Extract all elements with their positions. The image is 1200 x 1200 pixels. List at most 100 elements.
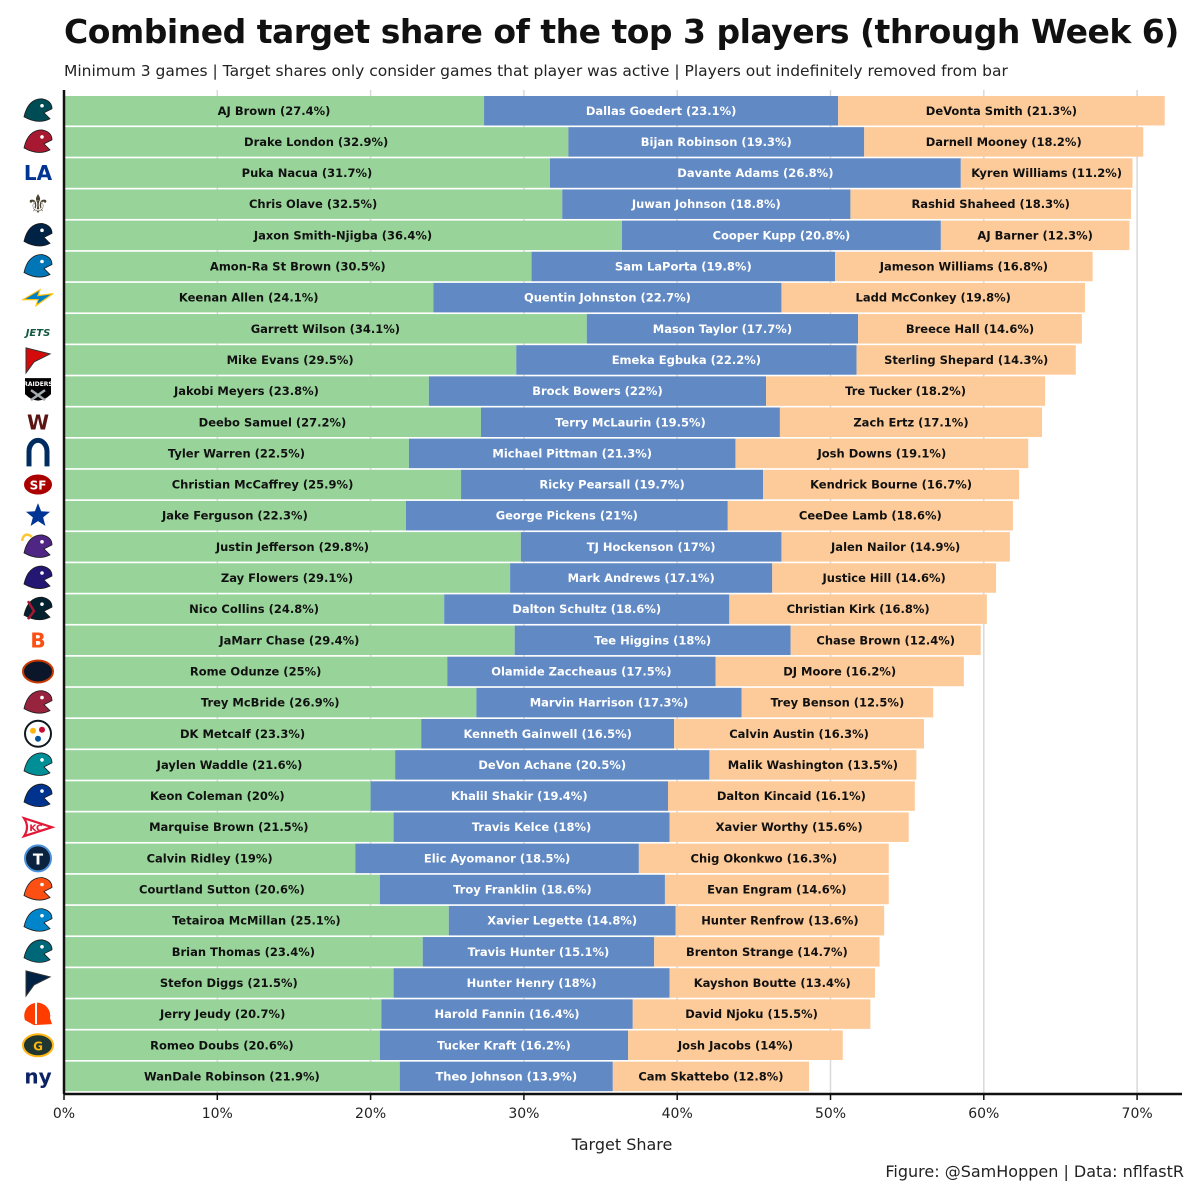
bar-row-hou: Nico Collins (24.8%) Dalton Schultz (18.6…	[64, 594, 987, 624]
bar-row-car: Tetairoa McMillan (25.1%) Xavier Legette …	[64, 905, 885, 936]
bar-row-sea: Jaxon Smith-Njigba (36.4%) Cooper Kupp (2…	[64, 220, 1130, 251]
segment-label: Kendrick Bourne (16.7%)	[810, 478, 972, 492]
segment-label: Jaylen Waddle (21.6%)	[156, 758, 303, 772]
bar-row-ne: Stefon Diggs (21.5%) Hunter Henry (18%) Ka…	[64, 968, 875, 998]
axes: 0% 10% 20% 30% 40% 50% 60% 70%	[53, 90, 1182, 1122]
nyj-logo-icon: JETS	[24, 328, 51, 339]
bar-segment	[612, 1061, 810, 1092]
segment-label: Dallas Goedert (23.1%)	[586, 104, 737, 118]
segment-label: Darnell Mooney (18.2%)	[926, 135, 1082, 149]
bar-row-nyg: WanDale Robinson (21.9%) Theo Johnson (13…	[64, 1061, 810, 1092]
bar-segment	[727, 500, 1013, 531]
segment-label: Dalton Kincaid (16.1%)	[717, 789, 866, 803]
segment-label: Jake Ferguson (22.3%)	[161, 509, 308, 523]
segment-label: Brenton Strange (14.7%)	[686, 945, 848, 959]
segment-label: Courtland Sutton (20.6%)	[139, 883, 305, 897]
bar-segment	[64, 999, 382, 1029]
svg-text:LA: LA	[24, 161, 53, 185]
segment-label: Zay Flowers (29.1%)	[221, 571, 353, 585]
bar-row-la: Puka Nacua (31.7%) Davante Adams (26.8%) K…	[64, 158, 1133, 188]
bar-segment	[461, 469, 764, 500]
bar-segment	[422, 937, 655, 967]
bar-row-cle: Jerry Jeudy (20.7%) Harold Fannin (16.4%)…	[64, 999, 871, 1029]
bar-segment	[64, 376, 429, 406]
segment-label: Quentin Johnston (22.7%)	[524, 291, 691, 305]
segment-label: Kenneth Gainwell (16.5%)	[463, 727, 631, 741]
bar-row-nyj: Garrett Wilson (34.1%) Mason Taylor (17.7…	[64, 314, 1082, 344]
bar-segment	[64, 469, 462, 500]
segment-label: Trey McBride (26.9%)	[201, 696, 340, 710]
segment-label: Marquise Brown (21.5%)	[149, 820, 308, 834]
bar-segment	[835, 251, 1093, 282]
segment-label: Mason Taylor (17.7%)	[653, 322, 792, 336]
bar-segment	[64, 1061, 400, 1092]
bar-segment	[632, 999, 871, 1029]
bar-row-was: Deebo Samuel (27.2%) Terry McLaurin (19.5…	[64, 407, 1043, 437]
x-tick-label: 30%	[508, 1106, 539, 1122]
segment-label: Evan Engram (14.6%)	[707, 883, 846, 897]
chart-title: Combined target share of the top 3 playe…	[64, 12, 1179, 51]
bar-segment	[428, 376, 767, 406]
hou-logo-icon	[23, 596, 53, 621]
segment-label: Travis Hunter (15.1%)	[468, 945, 610, 959]
segment-label: Sam LaPorta (19.8%)	[615, 260, 752, 274]
bar-segment	[393, 812, 670, 842]
segment-label: Malik Washington (13.5%)	[728, 758, 898, 772]
ari-logo-icon	[23, 690, 53, 714]
bar-row-den: Courtland Sutton (20.6%) Troy Franklin (1…	[64, 874, 889, 905]
segment-label: Tetairoa McMillan (25.1%)	[172, 914, 341, 928]
svg-text:B: B	[30, 628, 45, 652]
segment-label: Kayshon Boutte (13.4%)	[694, 976, 851, 990]
bar-segment	[781, 532, 1010, 562]
bar-row-buf: Keon Coleman (20%) Khalil Shakir (19.4%) D…	[64, 781, 915, 811]
bar-segment	[370, 781, 669, 811]
bar-segment	[510, 563, 773, 593]
bal-logo-icon	[23, 565, 53, 589]
la-logo-icon: LA	[24, 161, 53, 185]
bar-segment	[64, 158, 550, 188]
bar-segment	[715, 656, 964, 687]
bar-segment	[858, 314, 1082, 344]
bar-segment	[960, 158, 1133, 188]
bar-row-cin: JaMarr Chase (29.4%) Tee Higgins (18%) Cha…	[64, 625, 981, 656]
bar-segment	[850, 189, 1131, 219]
bar-segment	[64, 220, 623, 251]
svg-text:RAIDERS: RAIDERS	[23, 381, 53, 388]
bar-row-ten: Calvin Ridley (19%) Elic Ayomanor (18.5%)…	[64, 843, 889, 874]
min-logo-icon	[20, 533, 53, 558]
segment-label: Kyren Williams (11.2%)	[971, 166, 1122, 180]
x-tick-label: 60%	[968, 1106, 999, 1122]
segment-label: Michael Pittman (21.3%)	[492, 446, 652, 460]
segment-label: Drake London (32.9%)	[244, 135, 388, 149]
bar-row-tb: Mike Evans (29.5%) Emeka Egbuka (22.2%) St…	[64, 345, 1076, 375]
svg-text:ny: ny	[24, 1064, 51, 1088]
bar-segment	[674, 719, 925, 749]
bar-row-no: Chris Olave (32.5%) Juwan Johnson (18.8%)…	[64, 189, 1131, 219]
phi-logo-icon	[23, 98, 53, 122]
bar-segment	[444, 594, 730, 624]
segment-label: Marvin Harrison (17.3%)	[530, 696, 689, 710]
bar-row-min: Justin Jefferson (29.8%) TJ Hockenson (17…	[64, 532, 1010, 562]
svg-text:W: W	[27, 410, 49, 434]
bar-segment	[64, 1030, 380, 1060]
segment-label: Ladd McConkey (19.8%)	[856, 291, 1011, 305]
x-tick-label: 10%	[202, 1106, 233, 1122]
segment-label: Jerry Jeudy (20.7%)	[159, 1007, 285, 1021]
bar-segment	[64, 96, 485, 126]
bar-segment	[514, 625, 791, 656]
segment-label: David Njoku (15.5%)	[685, 1007, 818, 1021]
bar-segment	[856, 345, 1076, 375]
chi-logo-icon	[22, 659, 54, 684]
bar-segment	[729, 594, 987, 624]
segment-label: George Pickens (21%)	[496, 509, 638, 523]
nyg-logo-icon: ny	[24, 1064, 51, 1088]
bar-row-lac: Keenan Allen (24.1%) Quentin Johnston (22…	[64, 282, 1085, 313]
segment-label: Rashid Shaheed (18.3%)	[911, 197, 1069, 211]
bar-segment	[531, 251, 836, 282]
bar-row-dal: Jake Ferguson (22.3%) George Pickens (21%…	[64, 500, 1013, 531]
svg-text:KC: KC	[29, 824, 43, 834]
bar-segment	[64, 314, 587, 344]
segment-label: Justice Hill (14.6%)	[822, 571, 946, 585]
atl-logo-icon	[23, 129, 53, 153]
